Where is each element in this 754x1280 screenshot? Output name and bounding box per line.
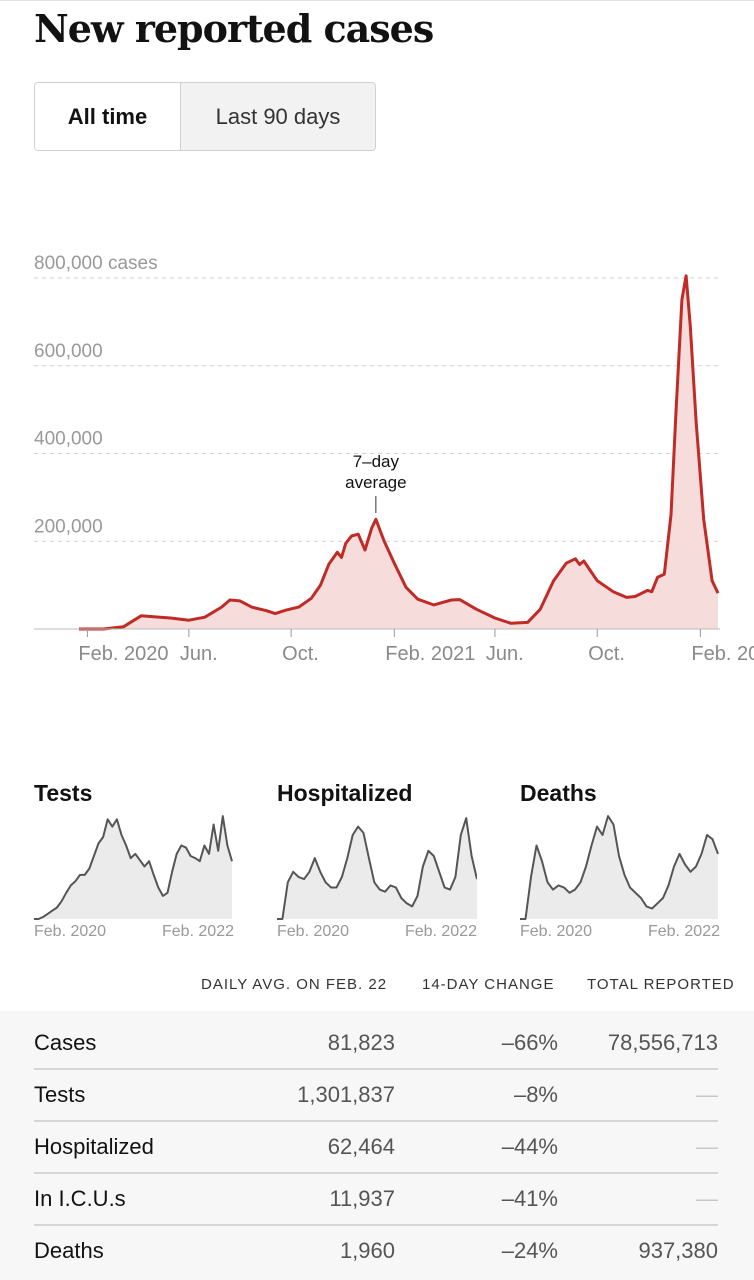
y-axis-labels: 200,000 400,000 600,000 800,000 cases bbox=[34, 253, 158, 537]
row-daily-avg: 81,823 bbox=[327, 1030, 395, 1055]
mini-hospitalized-svg bbox=[277, 817, 477, 920]
row-change: –66% bbox=[501, 1030, 558, 1055]
x-tick-label: Feb. 2022 bbox=[691, 643, 754, 665]
row-daily-avg: 11,937 bbox=[329, 1186, 395, 1211]
annotation-line2: average bbox=[345, 473, 406, 492]
cases-chart: 200,000 400,000 600,000 800,000 cases Feb. … bbox=[34, 253, 754, 665]
x-axis: Feb. 2020 Jun. Oct. Feb. 2021 Jun. Oct. Feb. 2… bbox=[78, 629, 754, 665]
row-label: Cases bbox=[34, 1030, 97, 1055]
row-change: –44% bbox=[501, 1134, 558, 1159]
row-daily-avg: 1,301,837 bbox=[297, 1082, 395, 1107]
row-label: Hospitalized bbox=[34, 1134, 154, 1159]
mini-deaths-x-end: Feb. 2022 bbox=[647, 923, 720, 940]
row-daily-avg: 1,960 bbox=[339, 1238, 395, 1263]
y-tick-label: 400,000 bbox=[34, 429, 103, 450]
col-header-daily-avg: DAILY AVG. ON FEB. 22 bbox=[201, 976, 388, 993]
mini-tests-x-start: Feb. 2020 bbox=[34, 923, 107, 940]
mini-chart-tests: Tests Feb. 2020 Feb. 2022 bbox=[34, 780, 234, 945]
table-row-icu: In I.C.U.s 11,937 –41% — bbox=[34, 1172, 718, 1226]
y-tick-label: 800,000 cases bbox=[34, 253, 158, 274]
cases-area bbox=[79, 275, 718, 629]
mini-chart-deaths: Deaths Feb. 2020 Feb. 2022 bbox=[520, 780, 720, 945]
mini-line bbox=[34, 815, 233, 920]
row-change: –24% bbox=[501, 1238, 558, 1263]
y-tick-label: 200,000 bbox=[34, 516, 103, 537]
mini-area bbox=[277, 818, 477, 919]
y-tick-label: 600,000 bbox=[34, 341, 103, 362]
cases-line bbox=[79, 274, 720, 631]
row-total: 78,556,713 bbox=[607, 1030, 718, 1055]
row-change: –41% bbox=[501, 1186, 558, 1211]
row-total: — bbox=[696, 1082, 718, 1107]
col-header-14day-change: 14-DAY CHANGE bbox=[422, 976, 555, 993]
page-title: New reported cases bbox=[34, 6, 434, 51]
annotation-line1: 7–day bbox=[353, 452, 400, 471]
mini-title-deaths: Deaths bbox=[520, 780, 597, 806]
row-label: Deaths bbox=[34, 1238, 104, 1263]
x-tick-label: Oct. bbox=[282, 643, 319, 665]
x-tick-label: Feb. 2021 bbox=[385, 643, 475, 665]
x-tick-label: Jun. bbox=[180, 643, 218, 665]
mini-chart-hospitalized: Hospitalized Feb. 2020 Feb. 2022 bbox=[277, 780, 477, 945]
col-header-total-reported: TOTAL REPORTED bbox=[587, 976, 735, 993]
table-row-tests: Tests 1,301,837 –8% — bbox=[34, 1068, 718, 1122]
row-total: 937,380 bbox=[638, 1238, 718, 1263]
x-tick-label: Feb. 2020 bbox=[78, 643, 168, 665]
row-label: Tests bbox=[34, 1082, 86, 1107]
x-tick-label: Oct. bbox=[588, 643, 625, 665]
mini-hospitalized-x-end: Feb. 2022 bbox=[404, 923, 477, 940]
annotation-7day-average: 7–day average bbox=[345, 452, 407, 513]
mini-title-hospitalized: Hospitalized bbox=[277, 780, 413, 806]
mini-deaths-svg bbox=[520, 815, 719, 920]
row-total: — bbox=[696, 1186, 718, 1211]
row-daily-avg: 62,464 bbox=[327, 1134, 395, 1159]
table-row-deaths: Deaths 1,960 –24% 937,380 bbox=[34, 1224, 718, 1276]
mini-line bbox=[277, 817, 477, 920]
mini-area bbox=[34, 816, 232, 919]
time-range-toggle: All time Last 90 days bbox=[34, 82, 376, 151]
mini-tests-x-end: Feb. 2022 bbox=[161, 923, 234, 940]
table-row-hospitalized: Hospitalized 62,464 –44% — bbox=[34, 1120, 718, 1174]
tab-all-time[interactable]: All time bbox=[35, 83, 181, 150]
mini-line bbox=[520, 815, 719, 920]
mini-hospitalized-x-start: Feb. 2020 bbox=[277, 923, 350, 940]
mini-title-tests: Tests bbox=[34, 780, 93, 806]
mini-tests-svg bbox=[34, 815, 233, 920]
tab-last-90-days[interactable]: Last 90 days bbox=[181, 83, 375, 150]
top-divider bbox=[0, 0, 754, 6]
mini-deaths-x-start: Feb. 2020 bbox=[520, 923, 593, 940]
gridlines bbox=[34, 277, 720, 542]
row-label: In I.C.U.s bbox=[34, 1186, 126, 1211]
row-total: — bbox=[696, 1134, 718, 1159]
stats-table: Cases 81,823 –66% 78,556,713 Tests 1,301… bbox=[0, 1011, 754, 1280]
x-tick-label: Jun. bbox=[486, 643, 524, 665]
row-change: –8% bbox=[513, 1082, 558, 1107]
table-row-cases: Cases 81,823 –66% 78,556,713 bbox=[34, 1016, 718, 1070]
